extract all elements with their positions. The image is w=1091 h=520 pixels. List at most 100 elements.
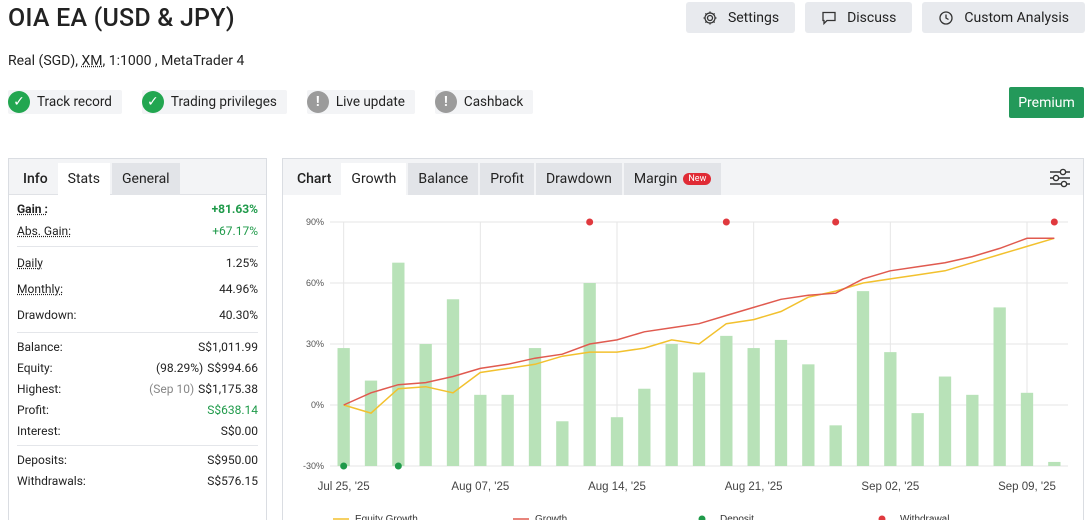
- custom-analysis-label: Custom Analysis: [964, 9, 1069, 26]
- stat-label[interactable]: Gain :: [17, 202, 48, 216]
- badge-trading-privileges[interactable]: ✓ Trading privileges: [141, 90, 287, 114]
- exclamation-icon: !: [434, 91, 457, 113]
- bar: [856, 291, 870, 466]
- stat-label: Highest:: [17, 381, 62, 396]
- y-tick-label: 60%: [306, 278, 324, 288]
- bar: [774, 339, 788, 466]
- stats-panel: Info Stats General Gain : +81.63% Abs. G…: [8, 158, 267, 520]
- withdrawal-marker: [586, 218, 594, 226]
- discuss-button[interactable]: Discuss: [805, 2, 913, 33]
- stat-value: S$1,011.99: [198, 339, 258, 354]
- y-tick-label: -30%: [303, 461, 324, 471]
- stat-label[interactable]: Daily: [17, 256, 43, 270]
- stat-value: +81.63%: [211, 202, 258, 216]
- badge-track-record[interactable]: ✓ Track record: [8, 90, 122, 114]
- tab-general[interactable]: General: [111, 163, 180, 195]
- new-badge: New: [683, 173, 712, 185]
- stat-value: 40.30%: [219, 308, 258, 322]
- badge-live-update[interactable]: ! Live update: [306, 90, 415, 114]
- platform: MetaTrader 4: [161, 53, 245, 69]
- check-icon: ✓: [8, 91, 30, 113]
- bar: [638, 388, 651, 466]
- withdrawal-marker: [722, 218, 730, 226]
- stat-equity: Equity: (98.29%) S$994.66: [17, 357, 258, 378]
- y-tick-label: 0%: [311, 400, 324, 410]
- status-badges: ✓ Track record ✓ Trading privileges ! Li…: [8, 90, 534, 114]
- stat-value: (98.29%) S$994.66: [156, 361, 258, 375]
- leverage: , 1:1000 ,: [102, 53, 162, 69]
- stat-value: 1.25%: [225, 256, 258, 270]
- legend-swatch: [878, 515, 886, 520]
- x-tick-label: Aug 07, '25: [451, 481, 509, 493]
- chart-tabs: Chart Growth Balance Profit Drawdown Mar…: [283, 159, 1083, 195]
- tab-margin[interactable]: Margin New: [623, 163, 722, 195]
- bar: [720, 335, 733, 466]
- y-tick-label: 30%: [306, 339, 324, 349]
- stat-label: Equity:: [17, 360, 53, 375]
- stat-balance: Balance: S$1,011.99: [17, 336, 258, 357]
- settings-button[interactable]: Settings: [685, 2, 796, 33]
- stats-list: Gain : +81.63% Abs. Gain: +67.17% Daily …: [9, 195, 266, 495]
- tab-stats[interactable]: Stats: [57, 163, 110, 195]
- bar: [993, 307, 1006, 466]
- bar: [911, 413, 924, 466]
- stat-value: S$0.00: [220, 423, 258, 438]
- broker-link[interactable]: XM: [81, 53, 103, 69]
- clock-icon: [939, 10, 954, 25]
- bar: [966, 394, 979, 466]
- bar: [1020, 392, 1034, 466]
- bar: [528, 348, 542, 466]
- bar: [829, 425, 842, 466]
- bar: [446, 299, 460, 466]
- tab-growth[interactable]: Growth: [341, 163, 407, 195]
- tab-drawdown[interactable]: Drawdown: [535, 163, 622, 195]
- stat-monthly: Monthly: 44.96%: [17, 276, 258, 302]
- filter-settings-icon[interactable]: [1049, 167, 1071, 189]
- discuss-label: Discuss: [847, 9, 897, 26]
- legend-label: Growth: [535, 514, 567, 520]
- stat-note: (98.29%): [156, 360, 204, 375]
- bar: [938, 376, 952, 466]
- stat-label[interactable]: Monthly:: [17, 282, 63, 296]
- bar: [364, 380, 378, 466]
- stat-label: Withdrawals:: [17, 473, 86, 488]
- settings-label: Settings: [727, 9, 780, 26]
- page-title: OIA EA (USD & JPY): [8, 4, 235, 33]
- custom-analysis-button[interactable]: Custom Analysis: [922, 2, 1085, 33]
- legend-label: Equity Growth: [355, 514, 418, 520]
- badge-label: Trading privileges: [170, 94, 277, 110]
- gear-icon: [703, 11, 717, 24]
- legend-label: Withdrawal: [900, 514, 949, 520]
- top-buttons: Settings Discuss Custom Analysis: [685, 2, 1085, 33]
- funds-group: Deposits: S$950.00 Withdrawals: S$576.15: [17, 446, 258, 495]
- badge-cashback[interactable]: ! Cashback: [434, 90, 534, 114]
- stat-value: +67.17%: [212, 224, 258, 238]
- bar: [583, 283, 596, 466]
- bar: [610, 417, 624, 466]
- x-tick-label: Sep 09, '25: [998, 481, 1056, 493]
- bar: [419, 344, 432, 466]
- x-tick-label: Aug 14, '25: [588, 481, 646, 493]
- check-icon: ✓: [141, 91, 164, 113]
- tab-balance[interactable]: Balance: [408, 163, 479, 195]
- gain-group: Gain : +81.63% Abs. Gain: +67.17%: [17, 195, 258, 247]
- tab-margin-label: Margin: [633, 171, 678, 187]
- bar: [747, 348, 760, 466]
- badge-label: Track record: [37, 94, 112, 110]
- tab-info[interactable]: Info: [23, 171, 48, 187]
- withdrawal-marker: [1050, 218, 1058, 226]
- stat-value: S$576.15: [207, 473, 258, 488]
- badge-label: Live update: [335, 94, 405, 110]
- premium-button[interactable]: Premium: [1009, 87, 1084, 118]
- legend-label: Deposit: [720, 514, 754, 520]
- tab-profit[interactable]: Profit: [480, 163, 534, 195]
- stat-profit: Profit: S$638.14: [17, 399, 258, 420]
- account-group: Balance: S$1,011.99 Equity: (98.29%) S$99…: [17, 333, 258, 446]
- stat-value: S$638.14: [207, 402, 258, 417]
- stat-label: Interest:: [17, 423, 61, 438]
- stat-withdrawals: Withdrawals: S$576.15: [17, 470, 258, 491]
- stat-label[interactable]: Abs. Gain:: [17, 224, 72, 238]
- stat-amount: S$1,175.38: [198, 381, 258, 396]
- badge-label: Cashback: [463, 94, 524, 110]
- x-tick-label: Jul 25, '25: [318, 481, 370, 493]
